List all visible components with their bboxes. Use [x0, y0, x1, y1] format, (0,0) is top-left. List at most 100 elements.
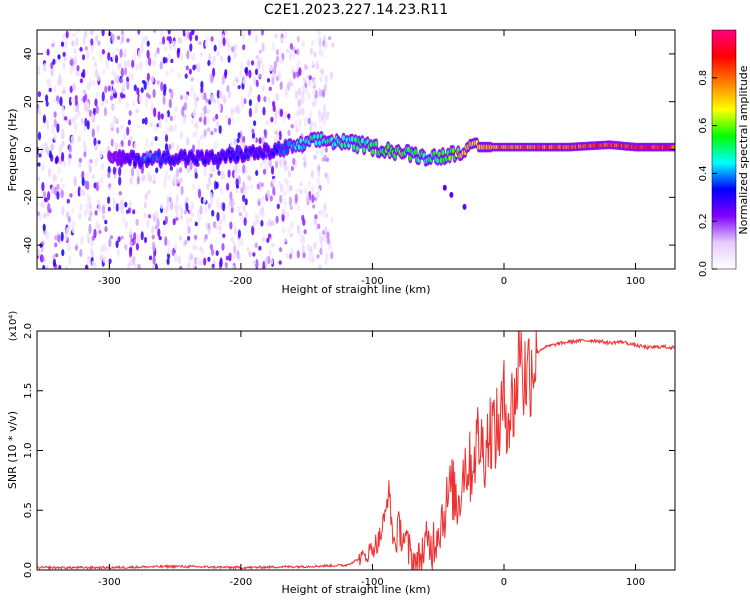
- noise-speck: [56, 191, 60, 200]
- noise-speck: [169, 115, 173, 122]
- noise-speck: [323, 202, 327, 213]
- noise-speck: [248, 107, 252, 118]
- noise-speck: [204, 205, 208, 214]
- noise-speck: [317, 171, 321, 177]
- noise-speck: [254, 242, 258, 248]
- noise-speck: [304, 64, 308, 70]
- noise-speck: [259, 162, 263, 169]
- noise-speck: [41, 181, 45, 192]
- noise-speck: [84, 46, 88, 51]
- noise-speck: [71, 65, 75, 70]
- noise-speck: [254, 34, 258, 43]
- noise-speck: [218, 125, 222, 134]
- noise-speck: [167, 52, 171, 62]
- noise-speck: [252, 137, 256, 143]
- noise-speck: [289, 232, 293, 238]
- noise-speck: [319, 76, 323, 83]
- noise-speck: [146, 49, 150, 59]
- noise-speck: [189, 209, 193, 214]
- noise-speck: [119, 48, 123, 58]
- noise-speck: [144, 193, 148, 200]
- noise-speck: [242, 135, 246, 144]
- noise-speck: [150, 140, 154, 147]
- noise-speck: [258, 73, 262, 79]
- noise-speck: [294, 90, 298, 100]
- noise-speck: [292, 46, 296, 52]
- noise-speck: [51, 43, 55, 48]
- noise-speck: [268, 86, 272, 91]
- noise-speck: [164, 117, 168, 124]
- noise-speck: [254, 68, 259, 76]
- noise-speck: [189, 31, 193, 42]
- ridge-tail-point: [462, 203, 467, 210]
- noise-speck: [310, 121, 314, 127]
- noise-speck: [56, 123, 60, 133]
- snr-y-axis-label: SNR (10 * v/v): [6, 411, 19, 489]
- noise-speck: [112, 166, 116, 175]
- y-tick-label: -20: [23, 189, 34, 205]
- noise-speck: [118, 96, 122, 104]
- noise-speck: [227, 55, 231, 63]
- noise-speck: [288, 49, 292, 56]
- noise-speck: [240, 95, 244, 105]
- noise-speck: [154, 136, 158, 142]
- noise-speck: [287, 113, 291, 119]
- noise-speck: [216, 89, 220, 99]
- noise-speck: [101, 30, 105, 37]
- noise-speck: [304, 117, 308, 123]
- noise-speck: [164, 215, 168, 225]
- noise-speck: [210, 61, 214, 66]
- noise-speck: [136, 87, 140, 96]
- x-tick-label: 0: [501, 276, 507, 287]
- noise-speck: [279, 194, 283, 204]
- noise-speck: [43, 63, 47, 68]
- noise-speck: [216, 51, 220, 57]
- noise-speck: [320, 49, 324, 58]
- x-tick-label: 100: [626, 577, 645, 588]
- noise-speck: [314, 214, 318, 219]
- noise-speck: [284, 30, 288, 39]
- noise-speck: [110, 95, 114, 101]
- noise-speck: [116, 127, 120, 134]
- noise-speck: [237, 240, 241, 248]
- noise-speck: [318, 231, 322, 241]
- noise-speck: [97, 140, 101, 145]
- noise-speck: [100, 176, 104, 183]
- ridge-core: [299, 138, 303, 144]
- noise-speck: [122, 81, 126, 89]
- noise-speck: [299, 182, 303, 187]
- noise-speck: [45, 94, 49, 103]
- noise-speck: [303, 161, 307, 168]
- noise-speck: [183, 210, 188, 215]
- noise-speck: [187, 262, 191, 269]
- noise-speck: [237, 106, 241, 115]
- noise-speck: [101, 91, 105, 102]
- noise-speck: [190, 201, 194, 211]
- noise-speck: [94, 144, 98, 151]
- noise-speck: [307, 117, 311, 125]
- noise-speck: [230, 236, 234, 243]
- noise-speck: [67, 157, 71, 166]
- noise-speck: [248, 99, 252, 107]
- noise-speck: [326, 238, 330, 245]
- noise-speck: [311, 60, 315, 66]
- ridge-core: [131, 152, 135, 158]
- noise-speck: [160, 81, 164, 92]
- noise-speck: [298, 106, 302, 115]
- noise-speck: [192, 51, 196, 62]
- noise-speck: [174, 202, 178, 211]
- noise-speck: [48, 167, 52, 178]
- noise-speck: [121, 216, 126, 223]
- noise-speck: [192, 132, 196, 138]
- noise-speck: [175, 194, 180, 203]
- noise-speck: [242, 141, 246, 148]
- ridge-core: [340, 142, 344, 149]
- noise-speck: [73, 104, 77, 113]
- noise-speck: [209, 243, 213, 251]
- noise-speck: [193, 91, 197, 102]
- noise-speck: [213, 98, 217, 104]
- noise-speck: [99, 52, 103, 62]
- noise-speck: [98, 178, 102, 189]
- noise-speck: [271, 77, 275, 86]
- noise-speck: [129, 247, 133, 258]
